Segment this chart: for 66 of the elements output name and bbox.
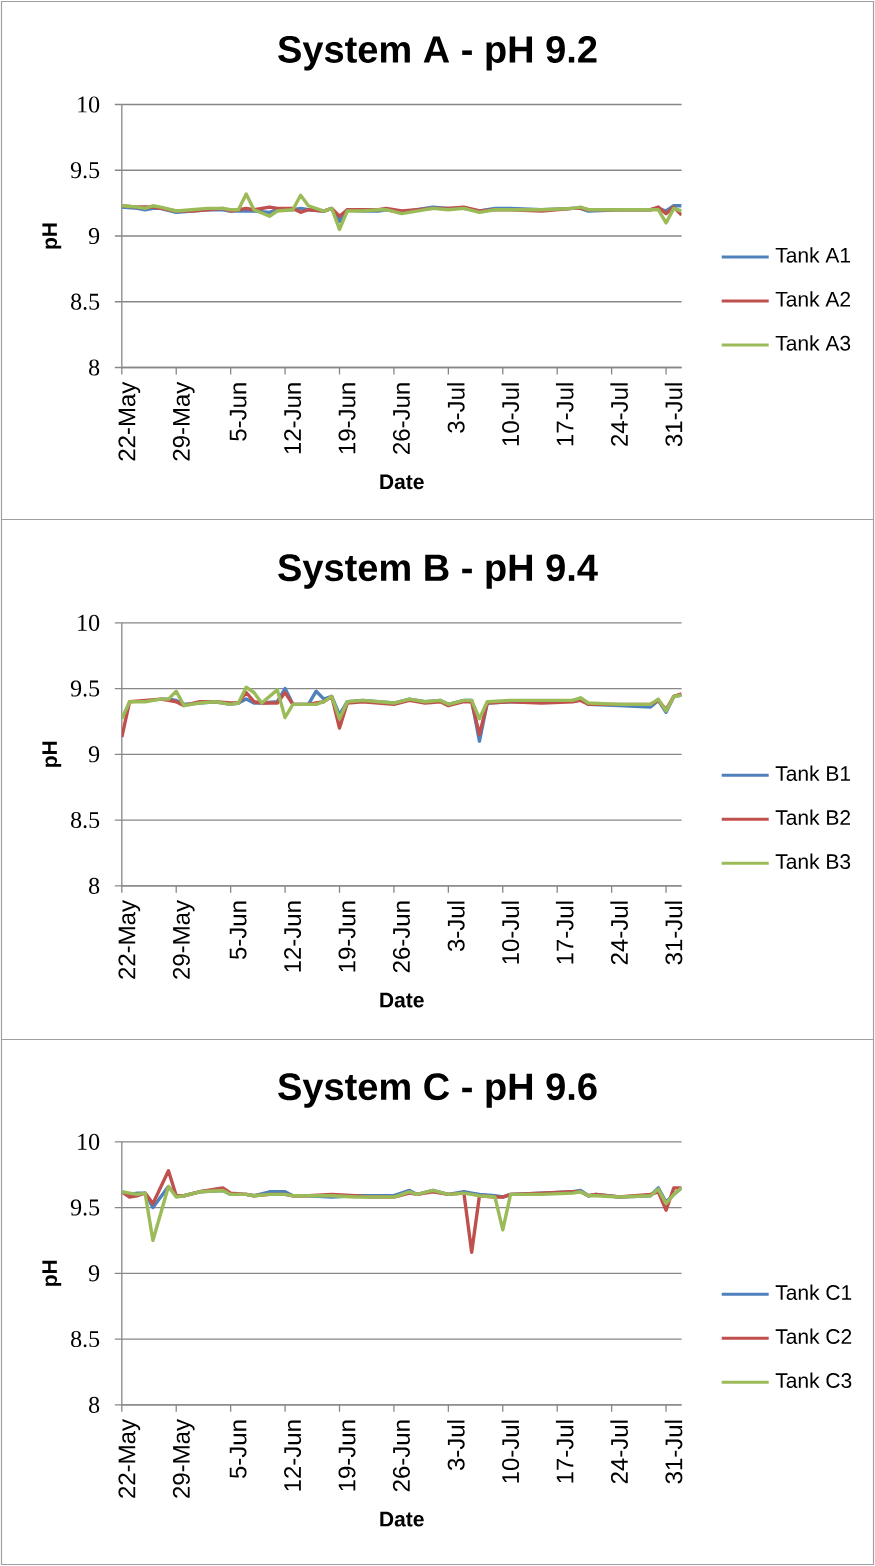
legend-label: Tank A2 [775, 291, 851, 307]
x-tick-label: 10-Jul [501, 383, 520, 446]
x-tick-label: 19-Jun [338, 383, 356, 454]
y-tick-label: 9.5 [70, 162, 100, 179]
x-tick-label: 29-May [172, 1419, 195, 1498]
x-tick-label: 22-May [118, 381, 141, 461]
x-tick-label: 31-Jul [664, 901, 683, 965]
x-axis-title: Date [380, 992, 424, 1008]
x-tick-label: 31-Jul [664, 1420, 683, 1484]
legend-label: Tank B2 [775, 809, 851, 825]
y-tick-label: 8.5 [71, 293, 100, 310]
y-tick-label: 8.5 [71, 1330, 100, 1348]
chart-title: System C - pH 9.6 [278, 1073, 597, 1108]
y-tick-label: 9 [88, 746, 100, 763]
y-axis-title: pH [42, 223, 62, 249]
x-tick-label: 22-May [118, 1419, 141, 1498]
y-tick-label: 10 [78, 96, 100, 113]
y-tick-label: 8.5 [71, 811, 100, 829]
y-tick-label: 8 [89, 359, 100, 376]
legend-label: Tank B3 [775, 853, 851, 869]
x-tick-label: 24-Jul [610, 383, 628, 446]
chart-title: System A - pH 9.2 [278, 35, 597, 71]
x-tick-label: 29-May [172, 900, 195, 979]
x-tick-label: 29-May [172, 381, 195, 461]
y-tick-label: 9 [88, 227, 100, 245]
legend-label: Tank A1 [775, 247, 851, 263]
y-tick-label: 9.5 [70, 1199, 100, 1216]
y-tick-label: 8 [89, 877, 100, 894]
x-tick-label: 17-Jul [555, 901, 574, 964]
x-tick-label: 26-Jun [392, 383, 410, 454]
x-tick-label: 10-Jul [501, 1420, 520, 1483]
x-tick-label: 22-May [118, 900, 141, 979]
y-tick-label: 8 [89, 1396, 100, 1413]
x-tick-label: 3-Jul [447, 1420, 465, 1471]
x-tick-label: 3-Jul [447, 901, 465, 952]
x-tick-label: 12-Jun [284, 383, 302, 454]
y-tick-label: 9 [88, 1265, 100, 1282]
x-tick-label: 5-Jun [229, 1420, 247, 1479]
legend-label: Tank C2 [775, 1328, 852, 1344]
x-tick-label: 5-Jun [229, 383, 247, 441]
x-tick-label: 3-Jul [447, 383, 465, 433]
x-tick-label: 17-Jul [555, 383, 574, 446]
y-axis-title: pH [42, 1260, 62, 1286]
x-tick-label: 19-Jun [338, 1420, 356, 1491]
y-tick-label: 10 [78, 1133, 100, 1150]
x-axis-title: Date [380, 474, 424, 490]
y-axis-title: pH [42, 741, 62, 767]
x-tick-label: 5-Jun [229, 901, 247, 960]
x-tick-label: 31-Jul [664, 383, 683, 447]
x-tick-label: 26-Jun [392, 1420, 410, 1492]
x-tick-label: 19-Jun [338, 901, 356, 972]
x-axis-title: Date [380, 1511, 424, 1527]
legend-label: Tank C1 [775, 1284, 852, 1300]
legend-label: Tank B1 [775, 765, 851, 781]
x-tick-label: 24-Jul [610, 1420, 628, 1484]
x-tick-label: 10-Jul [501, 901, 520, 964]
legend-label: Tank A3 [775, 335, 851, 351]
y-tick-label: 9.5 [70, 680, 100, 697]
x-tick-label: 17-Jul [555, 1420, 574, 1483]
chart-title: System B - pH 9.4 [278, 554, 598, 589]
legend-label: Tank C3 [775, 1372, 852, 1388]
x-tick-label: 26-Jun [392, 901, 410, 973]
x-tick-label: 12-Jun [284, 1420, 302, 1491]
x-tick-label: 12-Jun [284, 901, 302, 972]
x-tick-label: 24-Jul [610, 901, 628, 965]
y-tick-label: 10 [78, 614, 100, 631]
